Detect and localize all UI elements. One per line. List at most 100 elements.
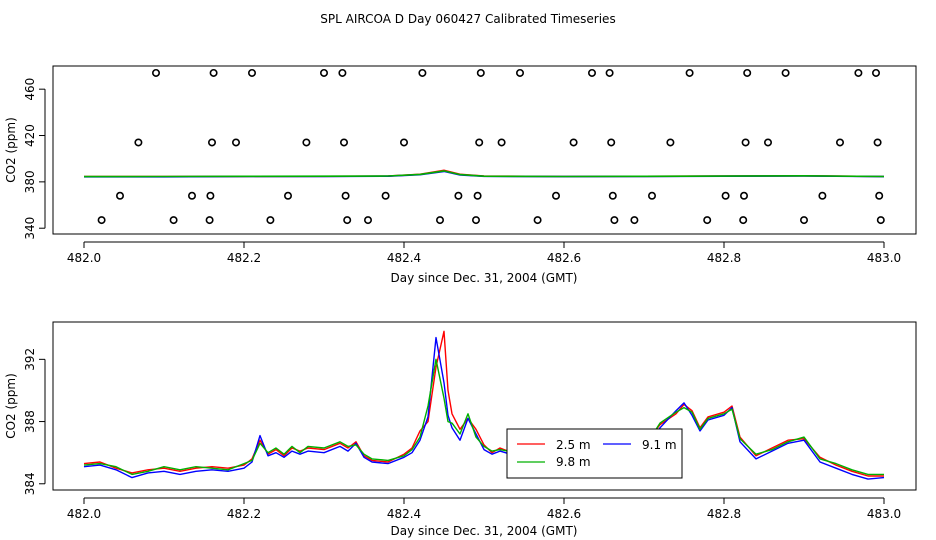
top-scatter-point — [871, 68, 880, 77]
top-scatter-point — [363, 216, 372, 225]
bottom-series-line-9-8-m — [83, 358, 884, 476]
top-scatter-point — [454, 191, 463, 200]
top-scatter-point — [630, 216, 639, 225]
top-x-tick-label: 483.0 — [867, 251, 901, 265]
bottom-y-tick-label: 388 — [23, 410, 37, 433]
top-scatter-point — [781, 68, 790, 77]
bottom-x-tick-label: 482.8 — [707, 507, 741, 521]
bottom-x-tick-label: 483.0 — [867, 507, 901, 521]
top-scatter-point — [610, 216, 619, 225]
top-scatter-point — [739, 191, 748, 200]
top-scatter-point — [587, 68, 596, 77]
top-x-tick-label: 482.8 — [707, 251, 741, 265]
top-scatter-point — [266, 216, 275, 225]
top-scatter-point — [473, 191, 482, 200]
top-scatter-point — [721, 191, 730, 200]
top-scatter-point — [818, 191, 827, 200]
top-scatter-point — [206, 191, 215, 200]
top-scatter-point — [283, 191, 292, 200]
top-scatter-point — [533, 216, 542, 225]
top-scatter-point — [302, 138, 311, 147]
top-scatter-point — [876, 216, 885, 225]
top-scatter-point — [743, 68, 752, 77]
top-scatter-point — [476, 68, 485, 77]
top-scatter-point — [116, 191, 125, 200]
top-scatter-point — [873, 138, 882, 147]
bottom-x-tick-label: 482.4 — [387, 507, 421, 521]
bottom-x-axis-label: Day since Dec. 31, 2004 (GMT) — [391, 524, 578, 538]
top-scatter-point — [703, 216, 712, 225]
top-scatter-point — [341, 191, 350, 200]
bottom-y-tick-label: 384 — [23, 472, 37, 495]
top-scatter-point — [475, 138, 484, 147]
top-scatter-points — [97, 68, 885, 225]
top-scatter-point — [169, 216, 178, 225]
bottom-x-axis: 482.0 482.2 482.4 482.6 482.8 483.0 — [67, 497, 901, 521]
top-scatter-point — [835, 138, 844, 147]
top-panel: 482.0 482.2 482.4 482.6 482.8 483.0 340 380 420… — [4, 65, 917, 285]
top-scatter-point — [605, 68, 614, 77]
bottom-x-tick-label: 482.6 — [547, 507, 581, 521]
top-y-tick-label: 340 — [23, 217, 37, 240]
bottom-y-axis: 384 388 392 — [23, 348, 46, 495]
bottom-series-lines — [83, 330, 885, 480]
top-scatter-point — [739, 216, 748, 225]
top-scatter-point — [471, 216, 480, 225]
top-x-tick-label: 482.4 — [387, 251, 421, 265]
bottom-x-tick-label: 482.0 — [67, 507, 101, 521]
legend-label-2-5m: 2.5 m — [556, 438, 591, 452]
top-scatter-point — [232, 138, 241, 147]
top-scatter-point — [248, 68, 257, 77]
top-x-axis: 482.0 482.2 482.4 482.6 482.8 483.0 — [67, 241, 901, 265]
top-scatter-point — [152, 68, 161, 77]
top-scatter-point — [319, 68, 328, 77]
top-scatter-point — [399, 138, 408, 147]
top-scatter-point — [97, 216, 106, 225]
top-y-tick-label: 460 — [23, 78, 37, 101]
top-scatter-point — [607, 138, 616, 147]
top-scatter-point — [208, 138, 217, 147]
top-y-tick-label: 380 — [23, 170, 37, 193]
top-scatter-point — [339, 138, 348, 147]
top-scatter-point — [343, 216, 352, 225]
top-scatter-point — [515, 68, 524, 77]
bottom-series-line-9-1-m — [83, 336, 885, 480]
top-scatter-point — [188, 191, 197, 200]
legend: 2.5 m 9.1 m 9.8 m — [506, 428, 683, 479]
top-scatter-point — [497, 138, 506, 147]
top-x-tick-label: 482.6 — [547, 251, 581, 265]
top-scatter-point — [205, 216, 214, 225]
top-scatter-point — [685, 68, 694, 77]
top-y-tick-label: 420 — [23, 124, 37, 147]
bottom-y-axis-label: CO2 (ppm) — [4, 373, 18, 439]
top-scatter-point — [854, 68, 863, 77]
bottom-x-tick-label: 482.2 — [227, 507, 261, 521]
top-scatter-point — [435, 216, 444, 225]
top-scatter-point — [134, 138, 143, 147]
bottom-y-tick-label: 392 — [23, 348, 37, 371]
legend-box — [506, 428, 683, 479]
top-scatter-point — [569, 138, 578, 147]
top-x-axis-label: Day since Dec. 31, 2004 (GMT) — [391, 271, 578, 285]
top-series-lines — [83, 169, 885, 178]
top-scatter-point — [338, 68, 347, 77]
top-scatter-point — [551, 191, 560, 200]
bottom-plot-frame — [52, 321, 917, 491]
top-plot-frame — [52, 65, 917, 235]
top-scatter-point — [799, 216, 808, 225]
top-x-tick-label: 482.0 — [67, 251, 101, 265]
top-scatter-point — [209, 68, 218, 77]
top-scatter-point — [763, 138, 772, 147]
top-scatter-point — [741, 138, 750, 147]
legend-label-9-1m: 9.1 m — [642, 438, 677, 452]
top-scatter-point — [381, 191, 390, 200]
figure-title: SPL AIRCOA D Day 060427 Calibrated Times… — [320, 12, 615, 26]
top-scatter-point — [875, 191, 884, 200]
top-scatter-point — [418, 68, 427, 77]
top-series-line-9-8-m — [83, 170, 885, 178]
top-scatter-point — [608, 191, 617, 200]
bottom-panel: 482.0 482.2 482.4 482.6 482.8 483.0 384 388 392… — [4, 321, 917, 538]
top-y-axis: 340 380 420 460 — [23, 78, 46, 240]
top-y-axis-label: CO2 (ppm) — [4, 117, 18, 183]
